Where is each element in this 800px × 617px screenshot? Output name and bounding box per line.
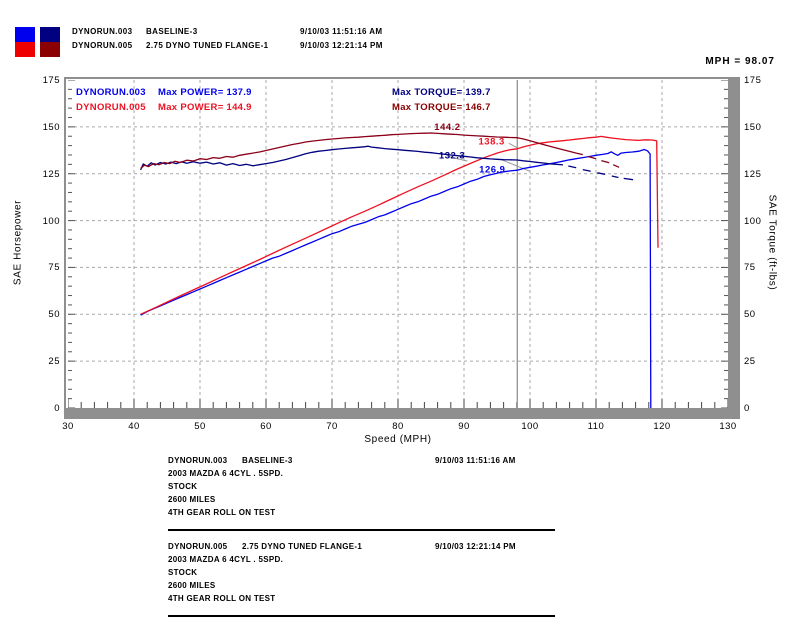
y-right-tick-label: 0 xyxy=(744,403,750,414)
y-right-tick-label: 50 xyxy=(744,309,756,321)
cursor-mph-readout: MPH = 98.07 xyxy=(705,56,775,67)
run-timestamp: 9/10/03 11:51:16 AM xyxy=(300,27,383,36)
series-torque-003 xyxy=(611,175,619,179)
legend-run-label: DYNORUN.003 xyxy=(76,87,146,98)
y-right-axis-title: SAE Torque (ft-lbs) xyxy=(766,194,778,291)
swatch-power-003 xyxy=(15,27,35,42)
legend-max-torque: Max TORQUE= 139.7 xyxy=(392,87,491,98)
run-name: DYNORUN.003 xyxy=(72,27,133,36)
y-left-axis-title: SAE Horsepower xyxy=(12,199,24,286)
plot-area[interactable]: 144.2 138.3 132.3 126.9 DYNORUN.003 Max POW… xyxy=(68,80,728,408)
y-left-tick-label: 25 xyxy=(48,356,60,368)
plot-frame-left xyxy=(64,77,66,419)
y-right-tick-label: 100 xyxy=(744,215,762,227)
anno-timestamp: 9/10/03 11:51:16 AM xyxy=(435,456,516,465)
legend-run-label: DYNORUN.005 xyxy=(76,102,146,113)
callout-leader-line xyxy=(447,155,468,162)
y-left-tick-label: 0 xyxy=(54,403,60,414)
series-torque-003 xyxy=(623,177,634,181)
callout-leader-line xyxy=(500,159,531,172)
series-torque-003 xyxy=(568,165,577,169)
legend-row-005: DYNORUN.005 Max POWER= 144.9 Max TORQUE=… xyxy=(76,102,716,115)
series-power-003 xyxy=(140,148,652,408)
run-name: DYNORUN.005 xyxy=(72,41,133,50)
x-tick-label: 30 xyxy=(62,421,74,432)
y-left-tick-label: 50 xyxy=(48,309,60,321)
y-right-tick-label: 175 xyxy=(744,75,762,86)
plot-frame-right xyxy=(728,77,740,419)
power-colors-swatch xyxy=(15,27,35,57)
cursor-value-callout: 126.9 xyxy=(479,165,505,176)
annotation-block-005: DYNORUN.005 2.75 DYNO TUNED FLANGE-1 9/1… xyxy=(168,542,568,617)
y-right-tick-label: 125 xyxy=(744,168,762,180)
swatch-power-005 xyxy=(15,42,35,57)
series-torque-005 xyxy=(587,155,597,160)
annotation-block-003: DYNORUN.003 BASELINE-3 9/10/03 11:51:16 … xyxy=(168,456,568,531)
x-tick-label: 40 xyxy=(128,421,140,432)
x-tick-label: 80 xyxy=(392,421,404,432)
dyno-chart: 144.2 138.3 132.3 126.9 xyxy=(68,80,728,408)
anno-line: 2600 MILES xyxy=(168,495,216,504)
run-desc: BASELINE-3 xyxy=(146,27,198,36)
x-tick-label: 50 xyxy=(194,421,206,432)
anno-title: DYNORUN.005 xyxy=(168,542,228,551)
plot-frame-top xyxy=(64,77,740,79)
anno-timestamp: 9/10/03 12:21:14 PM xyxy=(435,542,516,551)
anno-desc: BASELINE-3 xyxy=(242,456,293,465)
swatch-torque-005 xyxy=(40,42,60,57)
run-timestamp: 9/10/03 12:21:14 PM xyxy=(300,41,383,50)
x-tick-label: 110 xyxy=(587,421,605,432)
series-torque-005 xyxy=(140,132,583,169)
x-axis-ticks: 30 40 50 60 70 80 90 100 110 120 130 xyxy=(62,421,736,433)
y-left-tick-label: 125 xyxy=(42,168,60,180)
anno-line: 4TH GEAR ROLL ON TEST xyxy=(168,508,276,517)
annotation-divider xyxy=(168,529,555,531)
plot-frame-bottom xyxy=(64,408,740,419)
anno-line: 2003 MAZDA 6 4CYL . 5SPD. xyxy=(168,469,284,478)
x-tick-label: 100 xyxy=(521,421,539,432)
x-axis-title: Speed (MPH) xyxy=(364,434,432,445)
y-left-tick-label: 175 xyxy=(42,75,60,86)
annotation-divider xyxy=(168,615,555,617)
y-left-axis-ticks: 175 150 125 100 75 50 25 0 xyxy=(24,75,60,414)
header-run-003: DYNORUN.003 BASELINE-3 9/10/03 11:51:16 … xyxy=(72,27,492,40)
y-right-tick-label: 75 xyxy=(744,262,756,274)
legend-row-003: DYNORUN.003 Max POWER= 137.9 Max TORQUE=… xyxy=(76,87,716,100)
y-left-tick-label: 100 xyxy=(42,215,60,227)
series-torque-003 xyxy=(140,145,564,171)
legend-max-power: Max POWER= 137.9 xyxy=(158,87,252,98)
cursor-value-callout: 132.3 xyxy=(439,150,465,161)
cursor-value-callout: 138.3 xyxy=(479,136,505,147)
anno-line: 2003 MAZDA 6 4CYL . 5SPD. xyxy=(168,555,284,564)
series-torque-003 xyxy=(582,168,591,172)
series-power-005 xyxy=(140,135,659,315)
swatch-torque-003 xyxy=(40,27,60,42)
anno-line: 2600 MILES xyxy=(168,581,216,590)
header-run-005: DYNORUN.005 2.75 DYNO TUNED FLANGE-1 9/1… xyxy=(72,41,492,54)
anno-line: STOCK xyxy=(168,568,198,577)
y-right-tick-label: 150 xyxy=(744,121,762,133)
run-desc: 2.75 DYNO TUNED FLANGE-1 xyxy=(146,41,269,50)
anno-title: DYNORUN.003 xyxy=(168,456,228,465)
legend-max-power: Max POWER= 144.9 xyxy=(158,102,252,113)
cursor-value-callout: 144.2 xyxy=(434,122,460,133)
series-torque-005 xyxy=(601,159,610,164)
series-torque-003 xyxy=(597,172,606,175)
x-tick-label: 70 xyxy=(326,421,338,432)
anno-desc: 2.75 DYNO TUNED FLANGE-1 xyxy=(242,542,363,551)
x-tick-label: 90 xyxy=(458,421,470,432)
x-tick-label: 60 xyxy=(260,421,272,432)
series-torque-005 xyxy=(612,164,620,168)
x-tick-label: 130 xyxy=(719,421,737,432)
callout-leader-line xyxy=(508,142,518,149)
x-tick-label: 120 xyxy=(653,421,671,432)
torque-colors-swatch xyxy=(40,27,60,57)
anno-line: STOCK xyxy=(168,482,198,491)
legend-max-torque: Max TORQUE= 146.7 xyxy=(392,102,491,113)
y-left-tick-label: 75 xyxy=(48,262,60,274)
anno-line: 4TH GEAR ROLL ON TEST xyxy=(168,594,276,603)
y-right-tick-label: 25 xyxy=(744,356,756,368)
y-right-axis-ticks: 175 150 125 100 75 50 25 0 xyxy=(744,75,784,414)
y-left-tick-label: 150 xyxy=(42,121,60,133)
